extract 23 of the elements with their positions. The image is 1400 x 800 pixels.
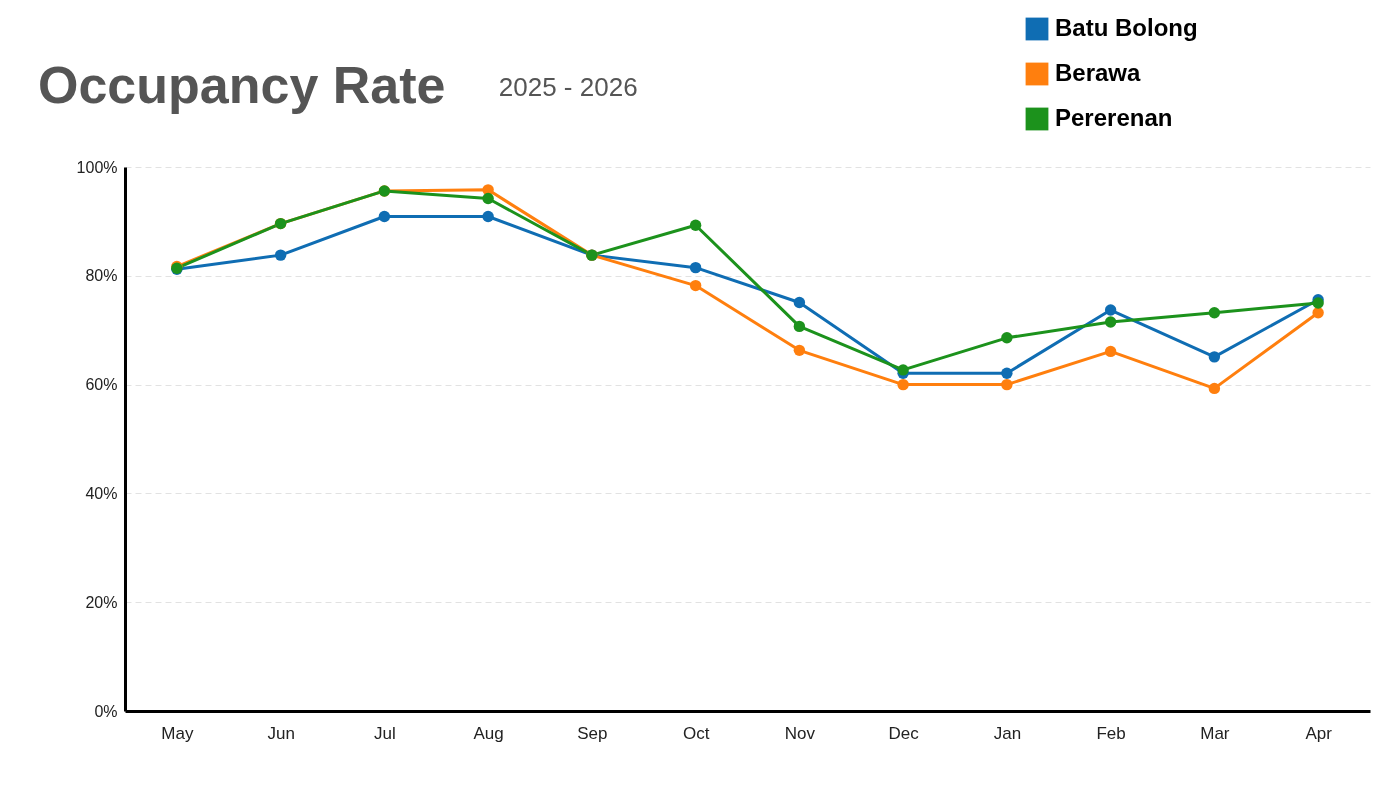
- x-tick-label: Apr: [1305, 723, 1333, 743]
- legend-label: Batu Bolong: [1055, 14, 1198, 41]
- legend-label: Berawa: [1055, 59, 1142, 86]
- x-tick-label: Sep: [577, 723, 608, 743]
- x-tick-label: Jul: [374, 723, 396, 743]
- x-tick-label: Oct: [682, 723, 710, 743]
- chart-subtitle: 2025 - 2026: [498, 72, 638, 102]
- y-tick-label: 80%: [85, 267, 118, 285]
- y-tick-label: 40%: [85, 484, 118, 502]
- y-tick-label: 60%: [85, 376, 118, 394]
- x-tick-label: Jan: [993, 723, 1022, 743]
- y-tick-label: 20%: [85, 593, 118, 611]
- x-tick-label: Jun: [267, 723, 295, 743]
- x-tick-label: Dec: [888, 723, 920, 743]
- x-tick-label: Feb: [1096, 723, 1126, 743]
- y-tick-label: 0%: [94, 702, 118, 720]
- y-tick-label: 100%: [76, 158, 118, 176]
- x-tick-label: Mar: [1200, 723, 1230, 743]
- x-tick-label: Aug: [473, 723, 504, 743]
- x-tick-label: May: [161, 723, 194, 743]
- x-tick-label: Nov: [784, 723, 816, 743]
- legend-label: Pererenan: [1055, 104, 1173, 131]
- chart-title: Occupancy Rate: [38, 56, 446, 114]
